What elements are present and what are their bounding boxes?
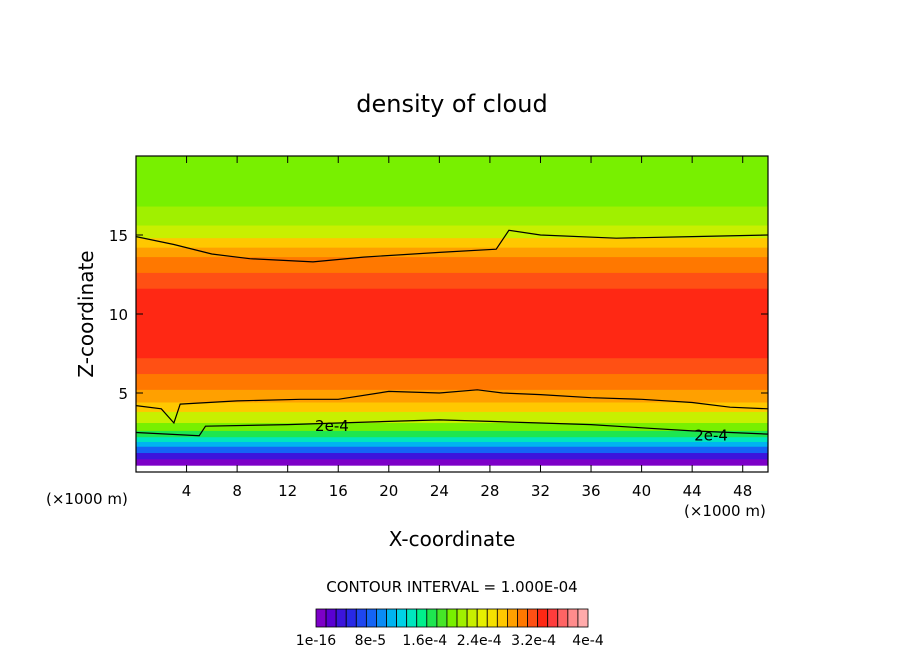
contour-lines — [136, 229, 768, 437]
y-axis-ticks: 5 10 15 — [109, 227, 768, 403]
colorbar-swatch — [416, 608, 428, 628]
colorbar-swatch — [507, 608, 518, 628]
colorbar-swatch — [396, 608, 408, 628]
fill-band — [136, 272, 768, 290]
y-tick-label: 15 — [109, 227, 128, 245]
colorbar-swatch — [406, 608, 418, 628]
colorbar-label: 8e-5 — [355, 633, 386, 649]
colorbar-swatch — [426, 608, 438, 628]
colorbar-label: 1.6e-4 — [402, 633, 447, 649]
colorbar-swatch — [466, 608, 478, 628]
contour-label: 2e-4 — [315, 417, 349, 435]
x-tick-label: 44 — [683, 482, 702, 500]
x-tick-label: 24 — [430, 482, 449, 500]
fill-band — [136, 459, 768, 467]
colorbar-swatch — [446, 608, 458, 628]
colorbar-swatch — [486, 608, 498, 628]
contour-2e4 — [136, 419, 768, 437]
colorbar-swatch — [476, 608, 488, 628]
colorbar-label: 2.4e-4 — [457, 633, 502, 649]
y-tick-label: 10 — [109, 306, 128, 324]
fill-band — [136, 465, 768, 472]
fill-band — [136, 453, 768, 460]
colorbar-label: 3.2e-4 — [511, 633, 556, 649]
fill-band — [136, 257, 768, 274]
x-tick-label: 36 — [581, 482, 600, 500]
x-tick-label: 32 — [531, 482, 550, 500]
fill-band — [136, 402, 768, 413]
fill-band — [136, 225, 768, 239]
fill-band — [136, 441, 768, 448]
colorbar-swatch — [335, 608, 347, 628]
contour-labels: 2e-4 2e-4 — [315, 417, 728, 444]
x-tick-label: 12 — [278, 482, 297, 500]
x-tick-label: 20 — [379, 482, 398, 500]
fill-band — [136, 288, 768, 359]
fill-band — [136, 446, 768, 454]
chart-title: density of cloud — [356, 90, 547, 118]
fill-band — [136, 358, 768, 375]
fill-band — [136, 437, 768, 443]
colorbar-label: 1e-16 — [296, 633, 336, 649]
colorbar-swatch — [345, 608, 357, 628]
colorbar-labels: 1e-16 8e-5 1.6e-4 2.4e-4 3.2e-4 4e-4 — [296, 633, 604, 649]
plot-area — [136, 156, 768, 472]
colorbar-swatch — [365, 608, 377, 628]
contour-interval: CONTOUR INTERVAL = 1.000E-04 — [326, 578, 577, 596]
x-axis-title: X-coordinate — [389, 527, 516, 551]
colorbar-swatch — [456, 608, 468, 628]
x-tick-label: 8 — [232, 482, 242, 500]
fill-band — [136, 156, 768, 208]
colorbar-swatch — [496, 608, 508, 628]
colorbar-label: 4e-4 — [572, 633, 604, 649]
colorbar-swatch — [386, 608, 397, 628]
colorbar-swatch — [376, 608, 387, 628]
contour-middle — [136, 389, 768, 425]
fill-band — [136, 374, 768, 391]
colorbar-swatch — [527, 608, 539, 628]
colorbar-swatch — [315, 608, 327, 628]
colorbar — [315, 608, 589, 628]
colorbar-swatch — [567, 608, 579, 628]
contour-label: 2e-4 — [694, 427, 728, 445]
fill-band — [136, 206, 768, 227]
fill-band — [136, 238, 768, 249]
colorbar-swatch — [517, 608, 528, 628]
fill-band — [136, 247, 768, 258]
x-tick-label: 28 — [480, 482, 499, 500]
contour-upper — [136, 229, 768, 263]
y-tick-label: 5 — [118, 385, 128, 403]
colorbar-swatch — [537, 608, 549, 628]
x-tick-label: 48 — [733, 482, 752, 500]
colorbar-swatch — [436, 608, 448, 628]
colorbar-swatch — [355, 608, 367, 628]
y-axis-title: Z-coordinate — [74, 250, 98, 377]
x-tick-label: 16 — [329, 482, 348, 500]
x-tick-label: 40 — [632, 482, 651, 500]
colorbar-swatch — [325, 608, 337, 628]
x-axis-ticks: 4 8 12 16 20 24 28 32 36 40 44 48 — [182, 156, 752, 500]
x-tick-label: 4 — [182, 482, 192, 500]
colorbar-swatch — [577, 608, 589, 628]
colorbar-swatch — [547, 608, 559, 628]
fill-band — [136, 411, 768, 424]
fill-band — [136, 430, 768, 438]
x-unit-left: (×1000 m) — [46, 490, 128, 508]
colorbar-swatch — [557, 608, 569, 628]
y-unit-right: (×1000 m) — [684, 502, 766, 520]
fill-band — [136, 423, 768, 432]
